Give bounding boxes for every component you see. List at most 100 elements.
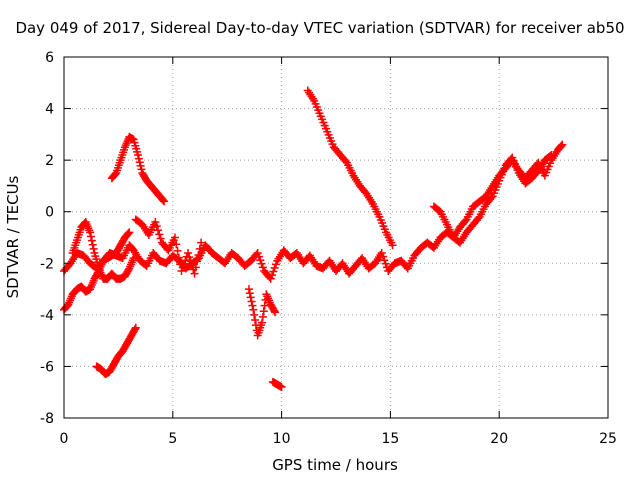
y-tick-label: 4 <box>45 102 54 118</box>
data-point <box>193 257 202 266</box>
y-tick-label: -6 <box>40 359 54 375</box>
data-point <box>137 165 146 174</box>
data-point <box>86 228 95 237</box>
data-point <box>184 248 193 257</box>
data-point <box>244 285 253 294</box>
data-point <box>177 267 186 276</box>
y-tick-label: 0 <box>45 205 54 221</box>
data-point <box>269 267 278 276</box>
data-point <box>461 216 470 225</box>
chart-title: Day 049 of 2017, Sidereal Day-to-day VTE… <box>15 19 625 37</box>
data-point <box>253 248 262 257</box>
data-point <box>256 256 265 265</box>
data-point <box>247 297 256 306</box>
x-tick-label: 20 <box>490 431 508 447</box>
series-track-d <box>107 132 169 206</box>
data-point <box>136 161 145 170</box>
data-point <box>124 229 133 238</box>
series-track-h <box>303 86 397 250</box>
data-point <box>377 248 386 257</box>
x-tick-label: 0 <box>60 431 69 447</box>
series-track-e <box>92 323 140 379</box>
data-point <box>154 226 163 235</box>
x-tick-label: 15 <box>381 431 399 447</box>
data-point <box>159 196 168 205</box>
data-point <box>86 232 95 241</box>
data-point <box>170 233 179 242</box>
series-track-f <box>244 285 280 340</box>
data-point <box>341 157 350 166</box>
data-point <box>266 274 275 283</box>
data-point <box>546 152 555 161</box>
data-point <box>268 271 277 280</box>
data-point <box>557 141 566 150</box>
data-point <box>190 269 199 278</box>
data-point <box>271 308 280 317</box>
data-point <box>88 240 97 249</box>
data-point <box>248 301 257 310</box>
y-tick-label: -2 <box>40 256 54 272</box>
data-point <box>380 256 389 265</box>
data-point <box>89 244 98 253</box>
x-tick-label: 5 <box>168 431 177 447</box>
data-point <box>155 230 164 239</box>
data-point <box>124 265 133 274</box>
data-point <box>254 252 263 261</box>
grid <box>64 57 608 418</box>
y-tick-label: 2 <box>45 153 54 169</box>
data-points <box>60 86 567 392</box>
series-track-i <box>131 215 206 278</box>
data-point <box>160 197 169 206</box>
data-point <box>133 150 142 159</box>
data-point <box>180 259 189 268</box>
data-point <box>258 312 267 321</box>
data-point <box>487 193 496 202</box>
data-point <box>277 383 286 392</box>
x-tick-label: 25 <box>599 431 617 447</box>
y-tick-label: -8 <box>40 411 54 427</box>
data-point <box>251 316 260 325</box>
data-point <box>558 140 567 149</box>
series-track-c <box>68 218 138 283</box>
data-point <box>185 253 194 262</box>
data-point <box>174 253 183 262</box>
data-point <box>474 214 483 223</box>
data-point <box>258 318 267 327</box>
data-point <box>194 251 203 260</box>
data-point <box>172 240 181 249</box>
data-point <box>270 263 279 272</box>
data-point <box>259 307 268 316</box>
data-point <box>111 170 120 179</box>
data-point <box>260 301 269 310</box>
series-track-j <box>429 150 556 247</box>
data-point <box>381 259 390 268</box>
data-point <box>178 263 187 272</box>
data-point <box>197 238 206 247</box>
data-point <box>87 236 96 245</box>
x-tick-label: 10 <box>273 431 291 447</box>
data-point <box>246 293 255 302</box>
data-point <box>191 263 200 272</box>
data-point <box>130 325 139 334</box>
plot-border <box>63 56 609 419</box>
data-point <box>156 234 165 243</box>
data-point <box>388 241 397 250</box>
data-point <box>270 306 279 315</box>
data-point <box>195 244 204 253</box>
data-point <box>271 260 280 269</box>
plot-frame <box>63 56 609 419</box>
data-point <box>379 252 388 261</box>
data-point <box>125 228 134 237</box>
data-point <box>547 150 556 159</box>
data-point <box>131 323 140 332</box>
data-point <box>134 154 143 163</box>
data-point <box>151 218 160 227</box>
series-track-a <box>60 140 567 283</box>
data-point <box>173 246 182 255</box>
data-point <box>152 222 161 231</box>
series-track-g <box>268 377 286 392</box>
data-point <box>129 254 138 263</box>
data-point <box>249 305 258 314</box>
data-point <box>135 158 144 167</box>
